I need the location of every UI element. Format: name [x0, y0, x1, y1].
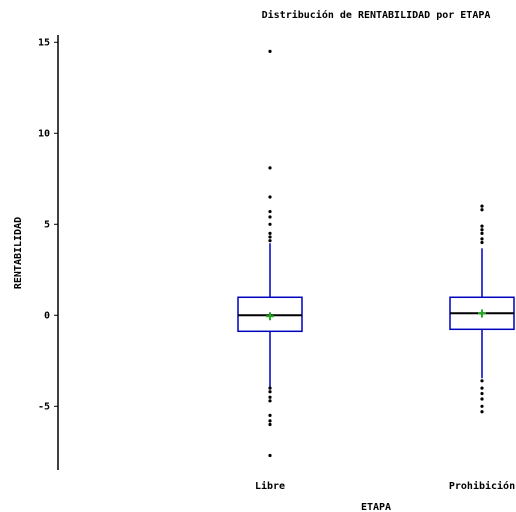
y-tick-label: 15	[38, 37, 50, 48]
outlier	[480, 379, 484, 383]
x-tick-label: Prohibición	[449, 480, 515, 492]
box	[237, 296, 303, 333]
outlier	[268, 422, 272, 427]
outlier	[480, 386, 484, 390]
outlier	[480, 224, 484, 228]
x-axis-label: ETAPA	[361, 502, 391, 512]
outlier	[480, 204, 484, 208]
y-tick-label: 0	[44, 310, 50, 321]
y-tick-label: -5	[38, 401, 50, 412]
outlier	[480, 397, 484, 401]
outlier	[268, 209, 272, 214]
outlier	[268, 399, 272, 403]
outlier	[480, 391, 484, 396]
y-tick-label: 5	[44, 219, 50, 230]
outlier	[268, 166, 272, 170]
outlier	[268, 231, 272, 235]
outlier	[268, 419, 272, 423]
outlier	[480, 231, 484, 235]
outlier	[268, 49, 272, 53]
outlier	[268, 235, 272, 239]
y-axis-label: RENTABILIDAD	[13, 217, 24, 289]
outlier	[480, 404, 484, 408]
outlier	[480, 208, 484, 212]
chart-title: Distribución de RENTABILIDAD por ETAPA	[262, 9, 491, 21]
outlier	[480, 410, 484, 414]
outlier	[480, 240, 484, 245]
outlier	[268, 453, 272, 458]
outlier	[480, 237, 484, 241]
outlier	[268, 222, 272, 226]
outlier	[480, 228, 484, 232]
outlier	[268, 413, 272, 417]
mean-marker	[266, 312, 274, 321]
y-tick-label: 10	[38, 128, 50, 139]
outlier	[268, 386, 272, 390]
x-tick-label: Libre	[255, 480, 285, 492]
outlier	[268, 239, 272, 243]
outlier	[268, 215, 272, 219]
outlier	[268, 395, 272, 399]
outlier	[268, 195, 272, 199]
mean-marker	[478, 309, 486, 318]
outlier	[268, 390, 272, 394]
